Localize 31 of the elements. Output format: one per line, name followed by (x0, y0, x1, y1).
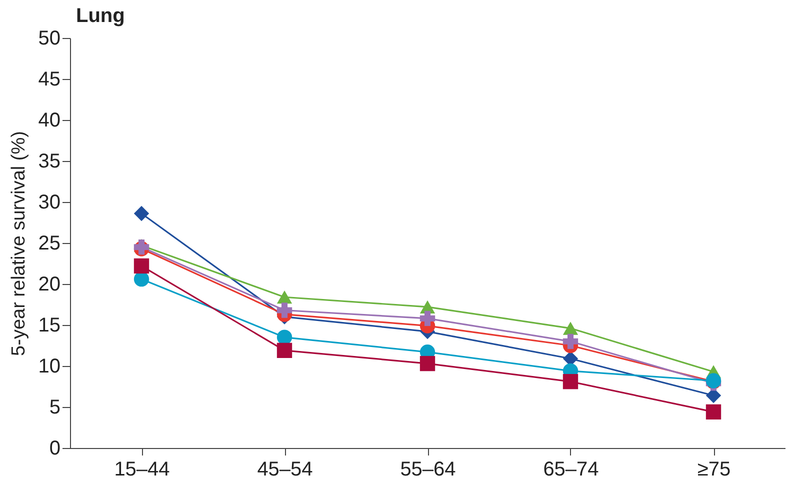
chart-title: Lung (76, 5, 125, 27)
point (562, 374, 578, 390)
y-tick-label: 0 (49, 438, 60, 460)
x-tick-label: ≥75 (697, 458, 731, 480)
y-tick-label: 30 (38, 192, 60, 214)
x-tick-label: 15–44 (114, 458, 170, 480)
y-tick-label: 20 (38, 274, 60, 296)
y-tick-label: 5 (49, 396, 60, 418)
point (276, 290, 292, 304)
x-tick-label: 55–64 (400, 458, 456, 480)
y-tick-label: 35 (38, 150, 60, 172)
point (562, 334, 578, 349)
point (134, 272, 150, 287)
x-tick-label: 65–74 (543, 458, 599, 480)
point (276, 302, 292, 318)
point (420, 356, 436, 372)
x-tick-label: 45–54 (257, 458, 313, 480)
point (420, 310, 436, 326)
y-tick-label: 45 (38, 68, 60, 90)
y-tick-label: 15 (38, 314, 60, 336)
y-tick-label: 40 (38, 110, 60, 132)
point (276, 342, 292, 358)
point (276, 330, 292, 345)
point (562, 322, 578, 335)
y-tick-label: 25 (38, 232, 60, 254)
y-tick-label: 10 (38, 356, 60, 378)
point (134, 258, 150, 274)
y-axis-title: 5-year relative survival (%) (8, 131, 30, 356)
point (706, 404, 722, 420)
point (134, 206, 150, 222)
y-tick-label: 50 (38, 28, 60, 50)
